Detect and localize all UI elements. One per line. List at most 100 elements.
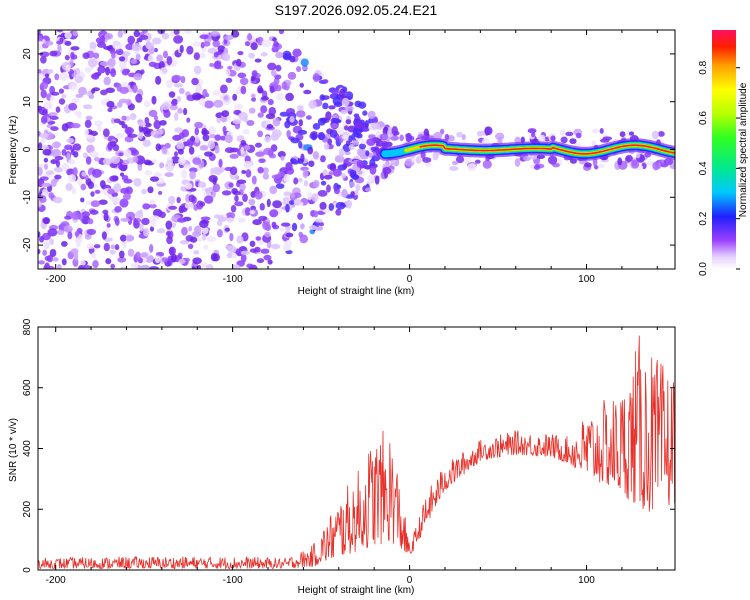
heatmap-cell [141, 217, 150, 226]
heatmap-cell [184, 30, 192, 34]
heatmap-cell [43, 101, 53, 110]
heatmap-cell [61, 258, 67, 266]
heatmap-cell [217, 217, 228, 222]
heatmap-cell [127, 216, 133, 225]
heatmap-cell [340, 109, 348, 115]
heatmap-cell [225, 68, 231, 76]
heatmap-cell [433, 131, 443, 140]
heatmap-cell [176, 196, 181, 204]
heatmap-cell [345, 91, 354, 100]
colorbar-axis: 0.0 0.2 0.4 0.6 0.8 [698, 60, 740, 276]
heatmap-cell [169, 247, 175, 256]
heatmap-cell [206, 236, 217, 242]
heatmap-cell [599, 138, 610, 143]
heatmap-cell [72, 167, 78, 176]
heatmap-cell [399, 134, 404, 142]
heatmap-cell [85, 134, 94, 139]
heatmap-cell [212, 166, 222, 174]
snr-series-line [38, 335, 675, 570]
heatmap-cell [224, 227, 231, 232]
heatmap-cell [179, 44, 184, 54]
heatmap-cell [560, 136, 568, 144]
heatmap-cell [75, 242, 81, 248]
heatmap-cell [297, 129, 308, 135]
heatmap-cell [58, 88, 65, 94]
heatmap-cell [135, 251, 141, 261]
heatmap-cell [38, 73, 44, 81]
colorbar-label: Normalized spectral amplitude [738, 82, 749, 217]
heatmap-cell [210, 30, 220, 37]
heatmap-cell [105, 227, 110, 235]
heatmap-cell [89, 41, 97, 50]
heatmap-cell [82, 104, 93, 110]
heatmap-cell [231, 254, 238, 259]
colorbar: 0.0 0.2 0.4 0.6 0.8 Normalized spectral ampl… [698, 30, 749, 276]
heatmap-cell [258, 158, 266, 164]
heatmap-cell [283, 191, 292, 197]
heatmap-cell [101, 231, 107, 240]
chart-title: S197.2026.092.05.24.E21 [275, 2, 438, 18]
heatmap-cell [193, 250, 200, 255]
heatmap-cell [184, 257, 190, 262]
heatmap-cell [118, 152, 124, 157]
heatmap-cell [303, 89, 312, 95]
heatmap-cell [208, 125, 216, 135]
heatmap-cell [74, 252, 79, 262]
heatmap-cell [234, 201, 244, 207]
heatmap-cell [311, 133, 317, 141]
heatmap-cell [100, 61, 110, 67]
heatmap-cell [379, 133, 388, 141]
heatmap-cell [474, 159, 481, 164]
heatmap-cell [262, 167, 269, 174]
heatmap-cell [68, 102, 78, 111]
heatmap-cell [299, 82, 305, 88]
heatmap-cell [138, 130, 144, 140]
heatmap-cell [285, 232, 294, 238]
heatmap-cell [201, 127, 208, 136]
heatmap-cell [657, 159, 667, 165]
heatmap-cell [319, 155, 326, 163]
heatmap-cell [145, 40, 152, 50]
heatmap-cell [328, 203, 335, 211]
heatmap-cell [141, 188, 147, 195]
heatmap-cell [267, 62, 277, 71]
heatmap-cell [40, 81, 49, 90]
heatmap-cell [53, 166, 64, 173]
heatmap-cell [283, 173, 290, 183]
heatmap-cell [444, 133, 450, 141]
heatmap-cell [237, 217, 246, 223]
heatmap-cell [308, 224, 318, 230]
heatmap-cell [349, 181, 356, 188]
heatmap-cell [52, 257, 59, 262]
snr-xtick-label: -100 [223, 575, 243, 586]
heatmap-cell [319, 222, 324, 227]
heatmap-xtick-label: 100 [578, 274, 595, 285]
heatmap-cell [38, 231, 41, 238]
heatmap-cell [266, 198, 271, 208]
heatmap-cell [89, 151, 100, 158]
heatmap-cell [240, 253, 247, 263]
heatmap-cell [123, 30, 128, 35]
heatmap-cell [56, 30, 64, 33]
heatmap-cell [536, 154, 546, 159]
snr-ytick-label: 800 [22, 318, 33, 335]
heatmap-cell [254, 142, 262, 148]
heatmap-cell [177, 148, 184, 155]
heatmap-cell [327, 138, 333, 145]
heatmap-cell [234, 104, 243, 110]
heatmap-cell [263, 254, 272, 261]
heatmap-cell [162, 50, 168, 59]
heatmap-cell [184, 202, 194, 209]
heatmap-cell [223, 47, 229, 55]
heatmap-cell [213, 61, 222, 69]
heatmap-cell [264, 135, 271, 143]
heatmap-cell [456, 131, 463, 138]
heatmap-cell [81, 171, 87, 177]
heatmap-cell [197, 78, 204, 86]
heatmap-cell [351, 174, 360, 180]
snr-x-label: Height of straight line (km) [298, 585, 415, 596]
snr-xtick-label: 0 [407, 575, 413, 586]
heatmap-cell [99, 35, 106, 45]
heatmap-cell [619, 131, 626, 138]
heatmap-cell [199, 52, 206, 59]
